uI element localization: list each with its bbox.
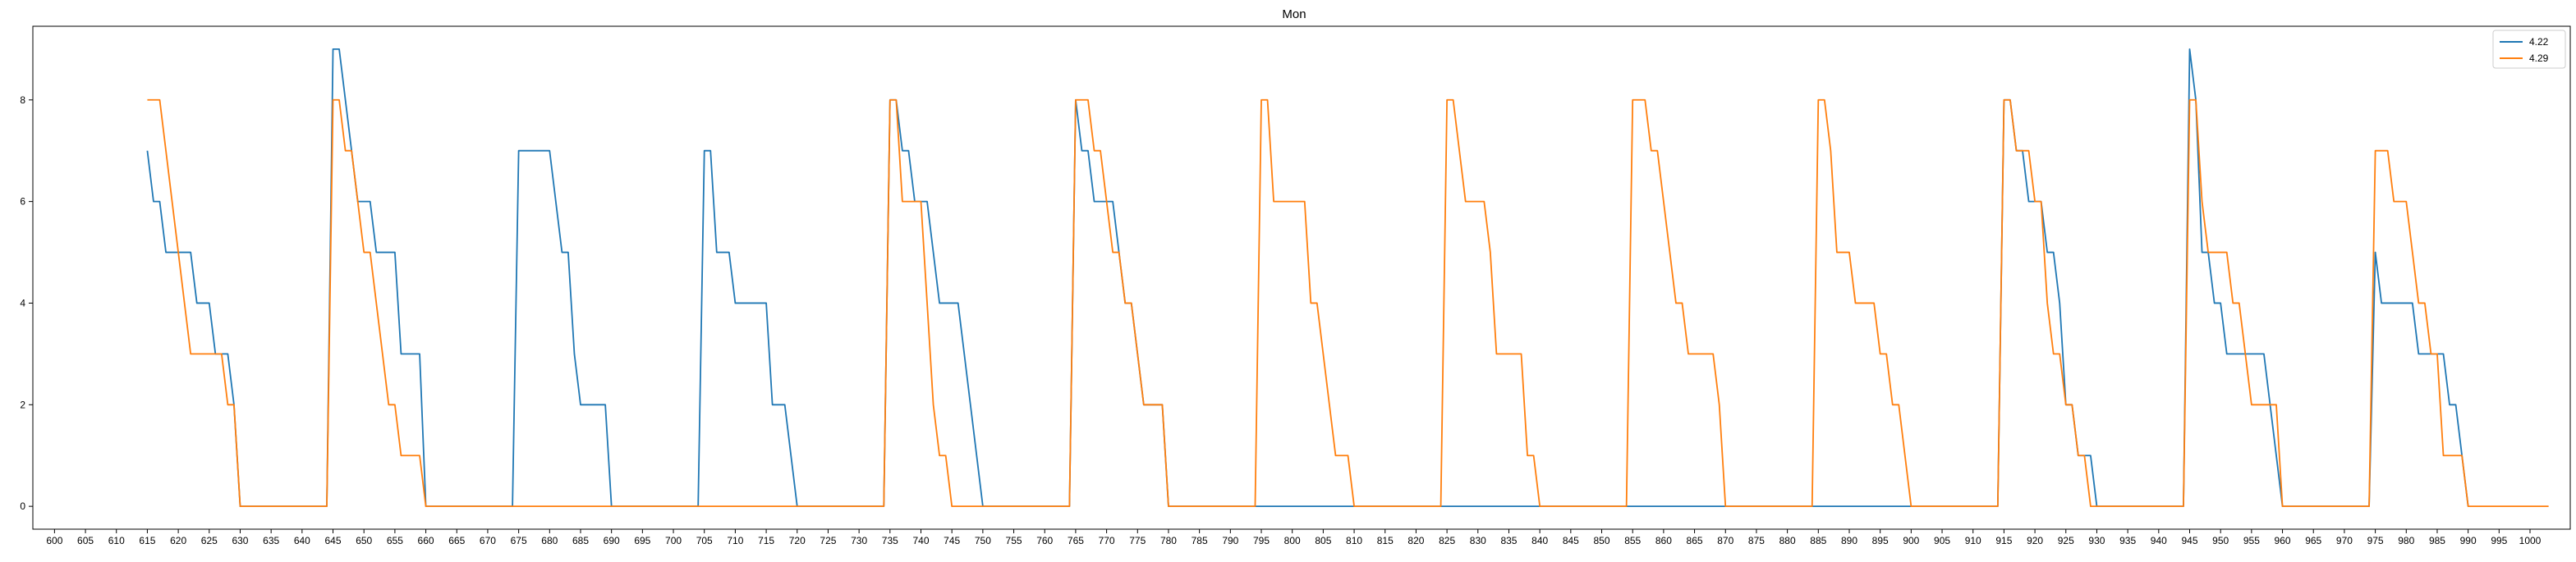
legend-label: 4.29 xyxy=(2529,53,2549,64)
x-tick-label: 895 xyxy=(1872,535,1889,546)
x-tick-label: 775 xyxy=(1129,535,1146,546)
x-tick-label: 730 xyxy=(851,535,867,546)
x-tick-label: 715 xyxy=(758,535,774,546)
plot-area xyxy=(32,25,2571,530)
x-tick-label: 600 xyxy=(46,535,62,546)
x-tick-label: 665 xyxy=(448,535,465,546)
series-line-4.29 xyxy=(147,98,2549,508)
x-tick-label: 725 xyxy=(820,535,836,546)
x-tick-label: 885 xyxy=(1810,535,1826,546)
x-tick-label: 620 xyxy=(170,535,186,546)
x-tick-label: 685 xyxy=(572,535,589,546)
x-tick-label: 940 xyxy=(2151,535,2167,546)
x-tick-label: 820 xyxy=(1407,535,1424,546)
x-tick-label: 810 xyxy=(1346,535,1362,546)
x-tick-label: 860 xyxy=(1655,535,1672,546)
x-tick-label: 955 xyxy=(2243,535,2260,546)
x-tick-label: 1000 xyxy=(2519,535,2542,546)
x-tick-label: 675 xyxy=(511,535,527,546)
plot-frame xyxy=(32,25,2571,530)
x-tick-label: 825 xyxy=(1439,535,1455,546)
x-tick-label: 615 xyxy=(139,535,155,546)
x-tick-label: 925 xyxy=(2058,535,2074,546)
series-layer xyxy=(146,48,2549,508)
x-tick-label: 945 xyxy=(2181,535,2197,546)
x-tick-label: 985 xyxy=(2429,535,2445,546)
x-tick-label: 795 xyxy=(1253,535,1270,546)
x-tick-label: 800 xyxy=(1284,535,1301,546)
x-tick-label: 965 xyxy=(2305,535,2321,546)
x-tick-label: 660 xyxy=(418,535,434,546)
x-tick-label: 680 xyxy=(541,535,558,546)
x-tick-label: 875 xyxy=(1748,535,1765,546)
x-tick-label: 935 xyxy=(2119,535,2136,546)
x-tick-label: 975 xyxy=(2367,535,2384,546)
x-tick-label: 695 xyxy=(634,535,650,546)
x-tick-label: 970 xyxy=(2336,535,2353,546)
x-tick-label: 845 xyxy=(1563,535,1579,546)
x-tick-label: 905 xyxy=(1934,535,1950,546)
y-tick-label: 8 xyxy=(20,94,25,106)
x-tick-label: 915 xyxy=(1995,535,2012,546)
x-tick-label: 735 xyxy=(882,535,898,546)
x-tick-label: 640 xyxy=(294,535,310,546)
x-tick-label: 865 xyxy=(1687,535,1703,546)
x-tick-label: 645 xyxy=(325,535,342,546)
series-line-4.22 xyxy=(146,48,2469,508)
x-tick-label: 900 xyxy=(1903,535,1919,546)
x-tick-label: 910 xyxy=(1965,535,1981,546)
x-tick-label: 610 xyxy=(108,535,125,546)
x-tick-label: 850 xyxy=(1594,535,1610,546)
x-tick-label: 960 xyxy=(2275,535,2291,546)
y-axis: 0 2 4 6 8 xyxy=(20,94,33,512)
chart-title: Mon xyxy=(1282,7,1306,21)
y-tick-label: 6 xyxy=(20,196,25,208)
x-tick-label: 705 xyxy=(696,535,713,546)
x-tick-label: 655 xyxy=(387,535,403,546)
x-tick-label: 625 xyxy=(201,535,218,546)
x-tick-label: 855 xyxy=(1624,535,1641,546)
x-tick-label: 930 xyxy=(2088,535,2105,546)
x-tick-label: 780 xyxy=(1160,535,1177,546)
x-tick-label: 720 xyxy=(789,535,806,546)
x-tick-label: 920 xyxy=(2027,535,2043,546)
x-tick-label: 980 xyxy=(2398,535,2414,546)
x-tick-label: 770 xyxy=(1099,535,1115,546)
x-tick-label: 630 xyxy=(232,535,248,546)
x-tick-label: 650 xyxy=(356,535,372,546)
y-tick-label: 0 xyxy=(20,500,25,512)
x-tick-label: 880 xyxy=(1779,535,1796,546)
x-tick-label: 890 xyxy=(1841,535,1857,546)
y-tick-label: 2 xyxy=(20,399,25,410)
x-tick-label: 750 xyxy=(975,535,991,546)
x-tick-label: 635 xyxy=(263,535,279,546)
x-tick-label: 805 xyxy=(1315,535,1331,546)
x-tick-label: 670 xyxy=(480,535,496,546)
x-tick-label: 710 xyxy=(727,535,743,546)
x-tick-label: 760 xyxy=(1036,535,1053,546)
x-tick-label: 835 xyxy=(1500,535,1517,546)
x-tick-label: 995 xyxy=(2491,535,2507,546)
x-tick-label: 700 xyxy=(665,535,682,546)
legend: 4.22 4.29 xyxy=(2492,30,2566,69)
x-tick-label: 990 xyxy=(2460,535,2477,546)
x-axis: 600 605 610 615 620 625 630 635 640 645 650 655 660 6… xyxy=(46,529,2542,546)
x-tick-label: 790 xyxy=(1222,535,1238,546)
x-tick-label: 605 xyxy=(77,535,94,546)
x-tick-label: 950 xyxy=(2212,535,2229,546)
x-tick-label: 815 xyxy=(1377,535,1394,546)
x-tick-label: 840 xyxy=(1531,535,1548,546)
legend-label: 4.22 xyxy=(2529,36,2549,48)
x-tick-label: 755 xyxy=(1006,535,1022,546)
y-tick-label: 4 xyxy=(20,297,25,308)
x-tick-label: 765 xyxy=(1068,535,1084,546)
x-tick-label: 870 xyxy=(1717,535,1733,546)
x-tick-label: 745 xyxy=(944,535,960,546)
x-tick-label: 785 xyxy=(1192,535,1208,546)
x-tick-label: 830 xyxy=(1470,535,1486,546)
x-tick-label: 690 xyxy=(604,535,620,546)
x-tick-label: 740 xyxy=(912,535,929,546)
